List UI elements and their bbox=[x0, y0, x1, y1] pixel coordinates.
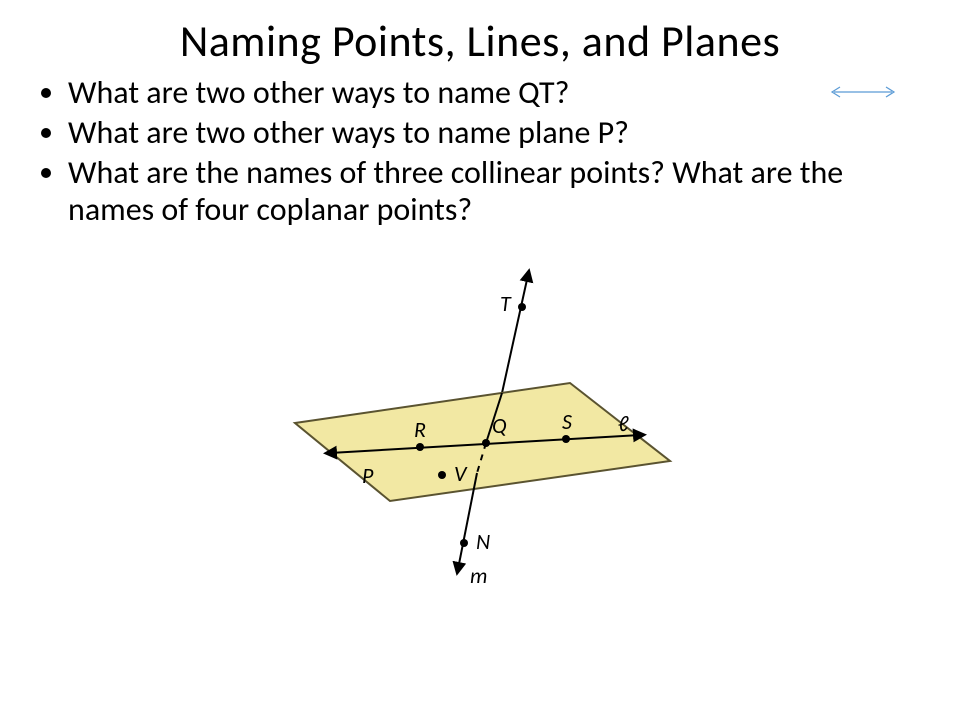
label-line-m: m bbox=[470, 562, 487, 589]
bullet-list: What are two other ways to name QT? What… bbox=[40, 74, 920, 229]
point-V bbox=[438, 471, 446, 479]
label-R: R bbox=[414, 416, 426, 443]
point-S bbox=[562, 435, 570, 443]
label-Q: Q bbox=[492, 412, 507, 439]
slide-title: Naming Points, Lines, and Planes bbox=[40, 14, 920, 68]
label-plane-P: P bbox=[362, 462, 374, 489]
point-T bbox=[518, 303, 526, 311]
label-T: T bbox=[500, 290, 512, 317]
label-line-l: ℓ bbox=[618, 410, 629, 437]
point-N bbox=[460, 539, 468, 547]
label-N: N bbox=[476, 528, 490, 555]
bullet-item: What are the names of three collinear po… bbox=[68, 154, 920, 230]
point-Q bbox=[482, 439, 490, 447]
line-overbar-arrow bbox=[828, 85, 898, 104]
geometry-figure: R Q S ℓ T N m V P bbox=[270, 263, 690, 593]
label-S: S bbox=[562, 408, 572, 435]
bullet-item: What are two other ways to name QT? bbox=[68, 74, 920, 112]
point-R bbox=[416, 443, 424, 451]
bullet-item: What are two other ways to name plane P? bbox=[68, 114, 920, 152]
label-V: V bbox=[454, 460, 468, 487]
